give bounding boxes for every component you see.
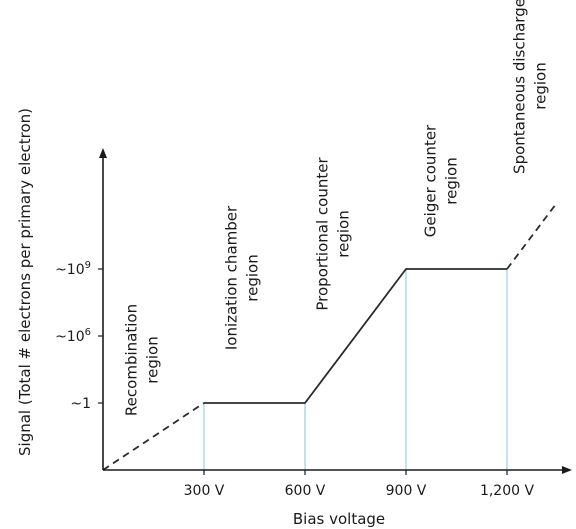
x-tick-label: 1,200 V bbox=[480, 483, 535, 499]
x-axis-label: Bias voltage bbox=[293, 510, 385, 528]
y-axis-arrow bbox=[99, 148, 107, 158]
y-axis-label: Signal (Total # electrons per primary el… bbox=[16, 108, 34, 456]
x-tick-label: 300 V bbox=[184, 483, 225, 499]
y-ticks: ~1 ~106 ~109 bbox=[55, 260, 103, 412]
region-label: Recombination region bbox=[123, 304, 162, 416]
region-boundaries bbox=[203, 269, 508, 470]
x-tick-label: 600 V bbox=[285, 483, 326, 499]
region-label: Geiger counter region bbox=[422, 124, 461, 237]
x-tick-label: 900 V bbox=[386, 483, 427, 499]
region-label: Ionization chamber region bbox=[223, 205, 262, 350]
y-tick-label: ~106 bbox=[55, 327, 91, 345]
axes bbox=[99, 148, 572, 474]
solid-series-line bbox=[204, 268, 507, 404]
region-label: Spontaneous discharge region bbox=[511, 0, 550, 174]
region-label: Proportional counter region bbox=[314, 157, 353, 311]
y-tick-label: ~109 bbox=[55, 260, 91, 278]
x-axis-arrow bbox=[562, 466, 572, 474]
y-tick-label: ~1 bbox=[70, 396, 91, 412]
dashed-series-line bbox=[102, 402, 205, 471]
x-ticks: 300 V 600 V 900 V 1,200 V bbox=[184, 470, 535, 499]
dashed-series-line bbox=[506, 201, 559, 270]
series-lines bbox=[102, 201, 559, 471]
region-labels: Recombination region Ionization chamber reg… bbox=[123, 0, 550, 416]
